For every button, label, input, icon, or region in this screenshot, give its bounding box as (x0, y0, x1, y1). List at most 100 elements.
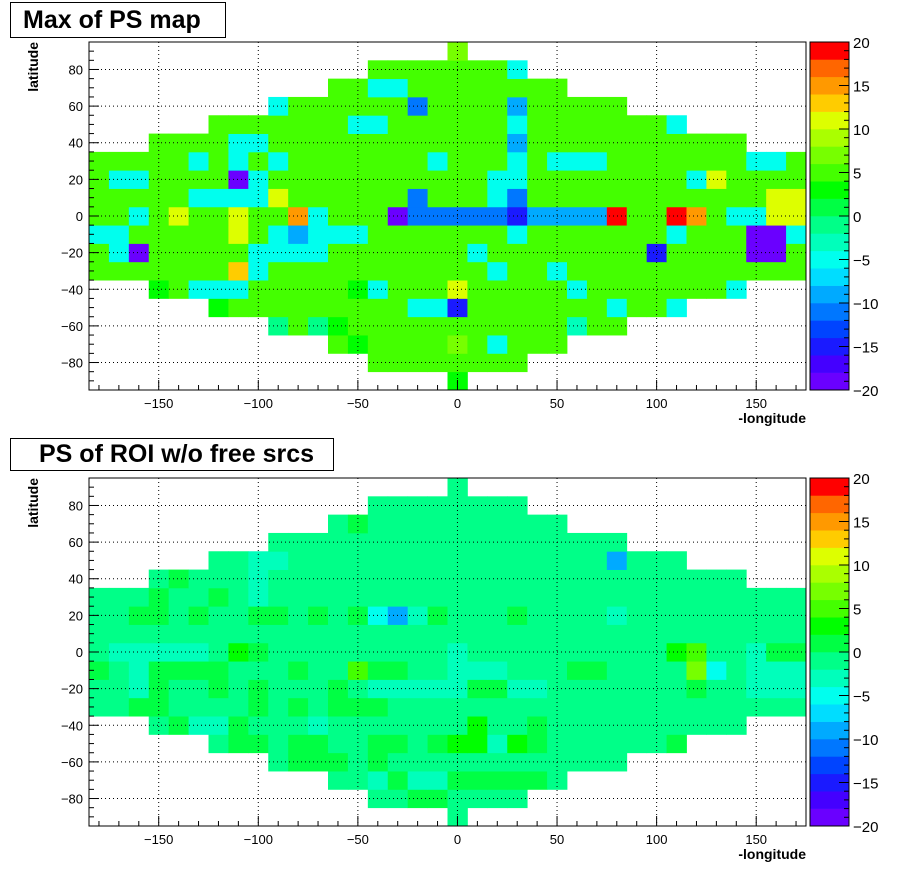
heatmap-cell (586, 298, 608, 318)
heatmap-cell (308, 697, 329, 717)
heatmap-cell (188, 225, 209, 244)
heatmap-cell (547, 261, 568, 281)
heatmap-cell (447, 771, 468, 790)
heatmap-cell (766, 261, 787, 281)
heatmap-cell (606, 115, 628, 134)
heatmap-cell (288, 188, 309, 208)
heatmap-cell (288, 642, 309, 662)
heatmap-cell (626, 243, 648, 263)
heatmap-cell (746, 679, 767, 699)
heatmap-cell (666, 734, 687, 754)
colorbar-bin (810, 547, 849, 566)
heatmap-cell (666, 280, 687, 299)
colorbar: −20 −15 −10 −5 0 5 10 15 20 (809, 35, 878, 400)
heatmap-cell (586, 697, 608, 717)
heatmap-cell (427, 661, 448, 680)
heatmap-cell (606, 96, 628, 116)
heatmap-cell (507, 771, 528, 790)
heatmap-cell (328, 225, 349, 244)
colorbar-tick-label: −15 (853, 776, 878, 793)
heatmap-cell (288, 716, 309, 735)
heatmap-cell (606, 606, 628, 625)
heatmap-cell (507, 115, 528, 134)
x-tick-label: 100 (646, 832, 668, 847)
heatmap-cell (606, 734, 628, 754)
heatmap-cell (328, 335, 349, 354)
heatmap-cell (786, 188, 807, 208)
heatmap-cell (387, 261, 409, 281)
heatmap-cell (467, 78, 488, 98)
heatmap-cell (666, 642, 687, 662)
heatmap-cell (547, 78, 568, 98)
heatmap-cell (328, 514, 349, 534)
x-tick-label: 150 (745, 832, 767, 847)
heatmap-cell (89, 624, 110, 644)
heatmap-cell (268, 151, 289, 171)
heatmap-cell (527, 551, 548, 570)
heatmap-cell (367, 734, 389, 754)
heatmap-cell (766, 206, 787, 226)
heatmap-cell (726, 624, 747, 644)
heatmap-cell (706, 280, 727, 299)
heatmap-cell (646, 587, 667, 607)
heatmap-cell (726, 225, 747, 244)
heatmap-cell (626, 188, 648, 208)
heatmap-cell (467, 697, 488, 717)
y-axis-label: latitude (25, 478, 41, 528)
heatmap-cell (89, 206, 110, 226)
heatmap-cell (786, 697, 807, 717)
heatmap-cell (586, 261, 608, 281)
heatmap-cell (228, 188, 249, 208)
heatmap-cell (646, 188, 667, 208)
heatmap-cell (467, 734, 488, 754)
heatmap-cell (188, 151, 209, 171)
heatmap-cell (347, 206, 369, 226)
heatmap-cell (108, 679, 130, 699)
heatmap-cell (108, 606, 130, 625)
heatmap-cell (188, 188, 209, 208)
heatmap-cell (208, 569, 229, 589)
heatmap-cell (527, 261, 548, 281)
heatmap-cell (288, 133, 309, 153)
heatmap-cell (626, 225, 648, 244)
colorbar-bin (810, 530, 849, 548)
heatmap-cell (746, 587, 767, 607)
heatmap-cell (308, 642, 329, 662)
heatmap-cell (248, 261, 269, 281)
heatmap-cell (547, 624, 568, 644)
heatmap-panel-1: −150 −100 −50 0 50 100 150−80−60−40−2002040608… (25, 35, 878, 426)
heatmap-cell (567, 115, 588, 134)
heatmap-cell (547, 151, 568, 171)
colorbar-tick-label: −5 (853, 253, 870, 270)
heatmap-cell (248, 298, 269, 318)
heatmap-cell (427, 261, 448, 281)
heatmap-cell (188, 170, 209, 189)
heatmap-cell (487, 298, 508, 318)
heatmap-cell (387, 151, 409, 171)
heatmap-cell (606, 280, 628, 299)
heatmap-cell (447, 697, 468, 717)
heatmap-cell (626, 697, 648, 717)
colorbar-tick-label: −20 (853, 383, 878, 400)
heatmap-cell (328, 96, 349, 116)
heatmap-cell (666, 624, 687, 644)
heatmap-cell (547, 771, 568, 790)
heatmap-cell (347, 78, 369, 98)
heatmap-cell (646, 551, 667, 570)
heatmap-cell (288, 624, 309, 644)
heatmap-cell (686, 716, 707, 735)
heatmap-cell (507, 624, 528, 644)
heatmap-cell (586, 661, 608, 680)
heatmap-cell (646, 624, 667, 644)
heatmap-cell (606, 752, 628, 772)
heatmap-cell (308, 551, 329, 570)
heatmap-cell (268, 133, 289, 153)
heatmap-cell (626, 280, 648, 299)
heatmap-cell (108, 587, 130, 607)
heatmap-cell (507, 335, 528, 354)
heatmap-cell (487, 261, 508, 281)
colorbar-tick-label: −20 (853, 819, 878, 836)
heatmap-cell (268, 569, 289, 589)
heatmap-cell (606, 298, 628, 318)
heatmap-cell (268, 298, 289, 318)
